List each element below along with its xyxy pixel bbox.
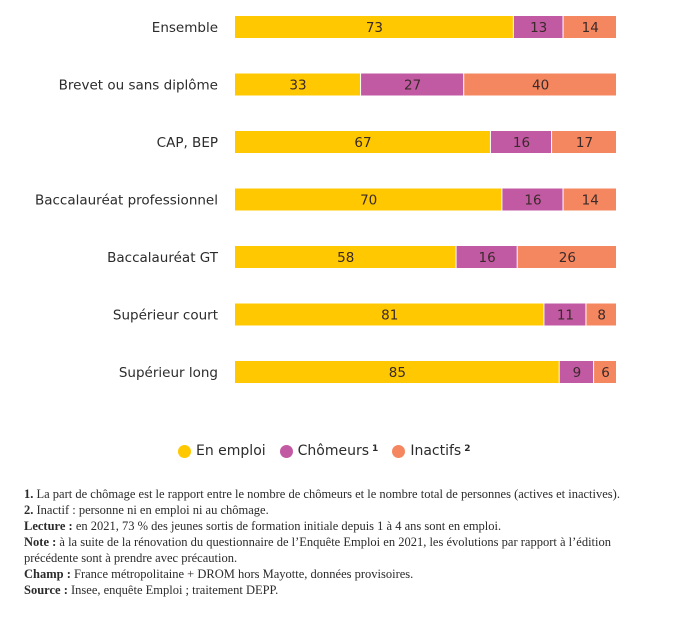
bar-segment-en-emploi <box>235 16 513 38</box>
note-note: Note : à la suite de la rénovation du qu… <box>24 534 624 566</box>
bar-row-cap-bep: CAP, BEP 67 16 17 <box>157 131 616 153</box>
bar-row-superieur-long: Supérieur long 85 9 6 <box>119 361 616 383</box>
data-label: 14 <box>582 193 599 209</box>
bar-segment-en-emploi <box>235 303 544 326</box>
data-label: 27 <box>404 78 421 94</box>
note-text: La part de chômage est le rapport entre … <box>33 487 620 501</box>
note-text: Insee, enquête Emploi ; traitement DEPP. <box>67 583 279 597</box>
note-footnote-2: 2. Inactif : personne ni en emploi ni au… <box>24 502 624 518</box>
data-label: 85 <box>389 365 406 381</box>
data-label: 9 <box>573 365 582 381</box>
note-key: Lecture : <box>24 519 73 533</box>
data-label: 11 <box>557 308 574 324</box>
legend-label: Chômeurs <box>297 443 370 459</box>
legend-label: Inactifs <box>410 443 462 459</box>
data-label: 70 <box>360 193 377 209</box>
data-label: 6 <box>601 365 610 381</box>
bar-segment-chomeurs <box>361 73 464 96</box>
category-label: Baccalauréat professionnel <box>35 193 218 209</box>
bar-segment-chomeurs <box>544 303 586 326</box>
note-key: Source : <box>24 583 68 597</box>
bar-row-brevet-ou-sans-diplome: Brevet ou sans diplôme 33 27 40 <box>59 73 616 96</box>
note-key: 1. <box>24 487 34 501</box>
note-source: Source : Insee, enquête Emploi ; traitem… <box>24 582 624 598</box>
data-label: 26 <box>559 250 576 266</box>
category-label: Ensemble <box>152 20 218 36</box>
bar-segment-inactifs <box>517 246 616 268</box>
bar-segment-chomeurs <box>513 16 563 38</box>
note-text: à la suite de la rénovation du questionn… <box>24 535 611 565</box>
data-label: 14 <box>582 20 599 36</box>
bar-segment-chomeurs <box>502 188 563 211</box>
legend-label: En emploi <box>196 443 266 459</box>
legend-swatch-chomeurs <box>279 444 293 458</box>
bar-segment-inactifs <box>552 131 616 153</box>
note-key: 2. <box>24 503 34 517</box>
note-champ: Champ : France métropolitaine + DROM hor… <box>24 566 624 582</box>
stacked-bar-chart: Ensemble 73 13 14 Brevet ou sans diplôme 33 27… <box>35 16 616 383</box>
footnote-marker: 1 <box>372 444 379 454</box>
data-label: 8 <box>597 308 606 324</box>
bar-segment-chomeurs <box>456 246 517 268</box>
bar-segment-en-emploi <box>235 73 361 96</box>
bar-segment-inactifs <box>586 303 616 326</box>
bar-segment-en-emploi <box>235 246 456 268</box>
legend-swatch-inactifs <box>392 444 406 458</box>
data-label: 73 <box>366 20 383 36</box>
bar-row-ensemble: Ensemble 73 13 14 <box>152 16 616 38</box>
legend-item-inactifs: Inactifs 2 <box>392 443 470 459</box>
bar-row-baccalaureat-gt: Baccalauréat GT 58 16 26 <box>107 246 616 268</box>
chart-notes: 1. La part de chômage est le rapport ent… <box>24 486 624 598</box>
bar-row-superieur-court: Supérieur court 81 11 8 <box>113 303 616 326</box>
legend-item-chomeurs: Chômeurs 1 <box>279 443 379 459</box>
data-label: 13 <box>530 20 547 36</box>
note-lecture: Lecture : en 2021, 73 % des jeunes sorti… <box>24 518 624 534</box>
note-key: Note : <box>24 535 57 549</box>
bar-segment-en-emploi <box>235 361 559 383</box>
bar-segment-chomeurs <box>559 361 594 383</box>
data-label: 81 <box>381 308 398 324</box>
bar-row-baccalaureat-professionnel: Baccalauréat professionnel 70 16 14 <box>35 188 616 211</box>
data-label: 33 <box>289 78 306 94</box>
category-label: Supérieur court <box>113 308 218 324</box>
data-label: 17 <box>576 135 593 151</box>
chart-legend: En emploi Chômeurs 1 Inactifs 2 <box>178 443 484 459</box>
data-label: 16 <box>479 250 496 266</box>
note-footnote-1: 1. La part de chômage est le rapport ent… <box>24 486 624 502</box>
bar-segment-inactifs <box>563 188 616 211</box>
data-label: 16 <box>513 135 530 151</box>
bar-segment-inactifs <box>563 16 616 38</box>
bar-segment-inactifs <box>464 73 616 96</box>
data-label: 16 <box>524 193 541 209</box>
bar-segment-chomeurs <box>490 131 552 153</box>
data-label: 67 <box>354 135 371 151</box>
data-label: 40 <box>532 78 549 94</box>
note-text: en 2021, 73 % des jeunes sortis de forma… <box>72 519 502 533</box>
data-label: 58 <box>337 250 354 266</box>
category-label: Supérieur long <box>119 365 218 381</box>
bar-segment-inactifs <box>594 361 616 383</box>
footnote-marker: 2 <box>464 444 471 454</box>
bar-segment-en-emploi <box>235 131 490 153</box>
category-label: Brevet ou sans diplôme <box>59 78 218 94</box>
note-text: France métropolitaine + DROM hors Mayott… <box>70 567 414 581</box>
category-label: CAP, BEP <box>157 135 218 151</box>
legend-item-en-emploi: En emploi <box>178 443 266 459</box>
note-text: Inactif : personne ni en emploi ni au ch… <box>33 503 269 517</box>
legend-swatch-en-emploi <box>178 444 191 458</box>
category-label: Baccalauréat GT <box>107 250 219 266</box>
bar-segment-en-emploi <box>235 188 502 211</box>
note-key: Champ : <box>24 567 71 581</box>
